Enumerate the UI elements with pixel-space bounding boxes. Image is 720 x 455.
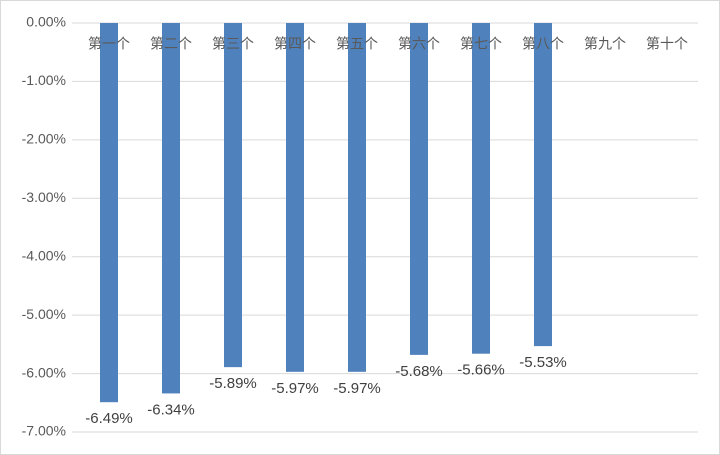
data-label: -5.97%	[271, 380, 319, 397]
y-tick-label: -4.00%	[22, 247, 66, 263]
x-tick-label: 第八个	[522, 36, 564, 52]
y-tick-label: -5.00%	[22, 306, 66, 322]
y-tick-label: 0.00%	[26, 14, 66, 30]
y-tick-label: -1.00%	[22, 72, 66, 88]
y-tick-label: -6.00%	[22, 364, 66, 380]
x-tick-label: 第五个	[336, 36, 378, 52]
x-tick-label: 第六个	[398, 36, 440, 52]
y-tick-label: -2.00%	[22, 131, 66, 147]
data-label: -5.89%	[209, 375, 257, 392]
bar	[162, 23, 180, 394]
x-tick-label: 第三个	[212, 36, 254, 52]
bar	[410, 23, 428, 355]
data-label: -5.53%	[519, 354, 567, 371]
data-label: -5.66%	[457, 362, 505, 379]
y-tick-label: -7.00%	[22, 423, 66, 439]
bar	[100, 23, 118, 403]
x-tick-label: 第四个	[274, 36, 316, 52]
x-tick-label: 第一个	[88, 36, 130, 52]
bar	[348, 23, 366, 372]
y-tick-label: -3.00%	[22, 189, 66, 205]
x-tick-label: 第十个	[646, 36, 688, 52]
x-tick-label: 第二个	[150, 36, 192, 52]
data-label: -5.68%	[395, 363, 443, 380]
bar	[534, 23, 552, 347]
data-label: -5.97%	[333, 380, 381, 397]
data-label: -6.49%	[85, 410, 133, 427]
bar	[472, 23, 490, 354]
bar	[224, 23, 242, 368]
x-tick-label: 第七个	[460, 36, 502, 52]
x-tick-label: 第九个	[584, 36, 626, 52]
bar	[286, 23, 304, 372]
data-label: -6.34%	[147, 401, 195, 418]
